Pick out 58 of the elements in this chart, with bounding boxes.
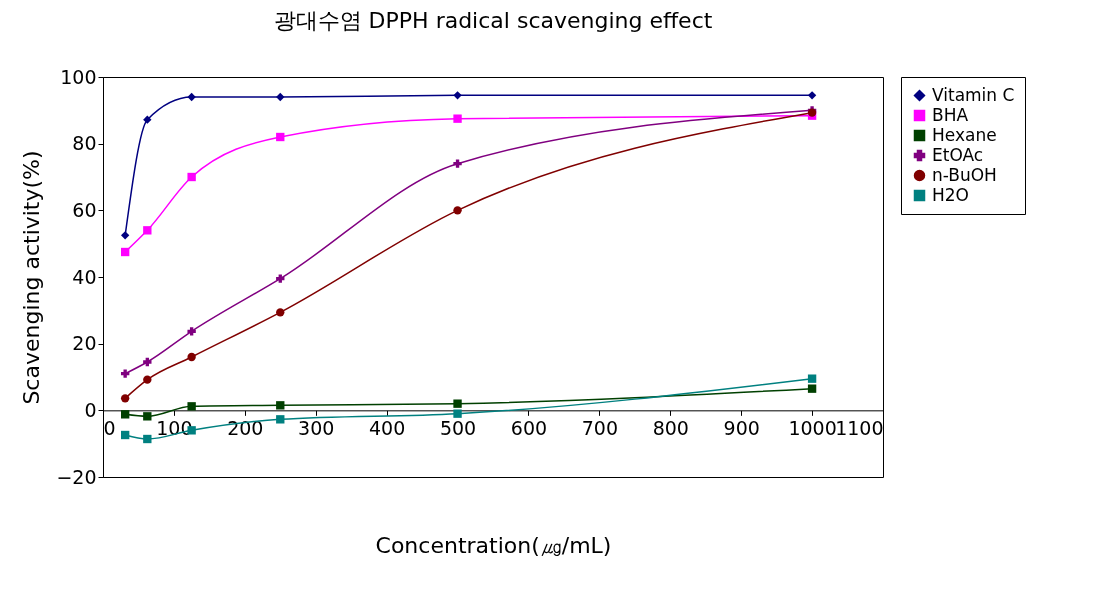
x-tick-label: 500	[439, 416, 477, 439]
point	[276, 92, 285, 102]
y-tick-label: −20	[56, 465, 97, 488]
point	[143, 357, 152, 367]
x-tick-label: 800	[652, 416, 689, 439]
point	[453, 91, 462, 100]
point	[143, 412, 152, 421]
point	[276, 415, 285, 424]
x-tick-label: 400	[369, 416, 406, 439]
chart-title: 광대수염 DPPH radical scavenging effect	[273, 8, 713, 33]
point	[120, 430, 130, 440]
point	[276, 132, 285, 142]
point	[807, 384, 817, 393]
point	[807, 91, 817, 100]
point	[276, 274, 285, 283]
point	[187, 352, 196, 362]
y-tick-label: 100	[60, 65, 97, 88]
x-tick-label: 700	[581, 416, 618, 439]
point	[453, 399, 462, 408]
x-tick-label: 900	[723, 416, 760, 439]
y-tick-label: 20	[72, 332, 97, 355]
x-tick-label: 600	[510, 416, 548, 439]
legend-label: H2O	[932, 184, 969, 205]
point	[120, 394, 130, 403]
point	[453, 159, 462, 168]
point	[453, 409, 462, 418]
y-tick-label: 40	[72, 265, 97, 288]
point	[453, 114, 462, 123]
x-axis-title: Concentration(㎍/mL)	[375, 532, 612, 558]
point	[120, 369, 130, 378]
y-axis-title: Scavenging activity(%)	[19, 150, 45, 405]
point	[187, 402, 196, 411]
point	[120, 410, 130, 419]
point	[143, 115, 152, 124]
point	[276, 308, 285, 317]
point	[120, 231, 130, 240]
x-tick-label: 1100	[835, 416, 884, 439]
x-tick-label: 0	[103, 416, 116, 439]
point	[276, 401, 285, 410]
y-tick-label: 0	[84, 398, 97, 421]
x-tick-label: 300	[298, 416, 335, 439]
point	[807, 374, 817, 383]
point	[120, 247, 130, 257]
legend-label: Hexane	[932, 124, 997, 145]
legend-label: Vitamin C	[932, 84, 1015, 105]
legend-label: EtOAc	[932, 144, 984, 165]
point	[143, 434, 152, 444]
point	[453, 206, 462, 215]
legend-label: BHA	[932, 104, 969, 125]
point	[143, 226, 152, 235]
point	[187, 327, 196, 336]
point	[187, 92, 196, 102]
y-tick-label: 60	[72, 198, 97, 221]
x-tick-label: 1000	[788, 416, 837, 439]
point	[143, 375, 152, 384]
point	[187, 172, 196, 182]
y-tick-label: 80	[72, 132, 97, 155]
legend-label: n-BuOH	[932, 164, 997, 185]
